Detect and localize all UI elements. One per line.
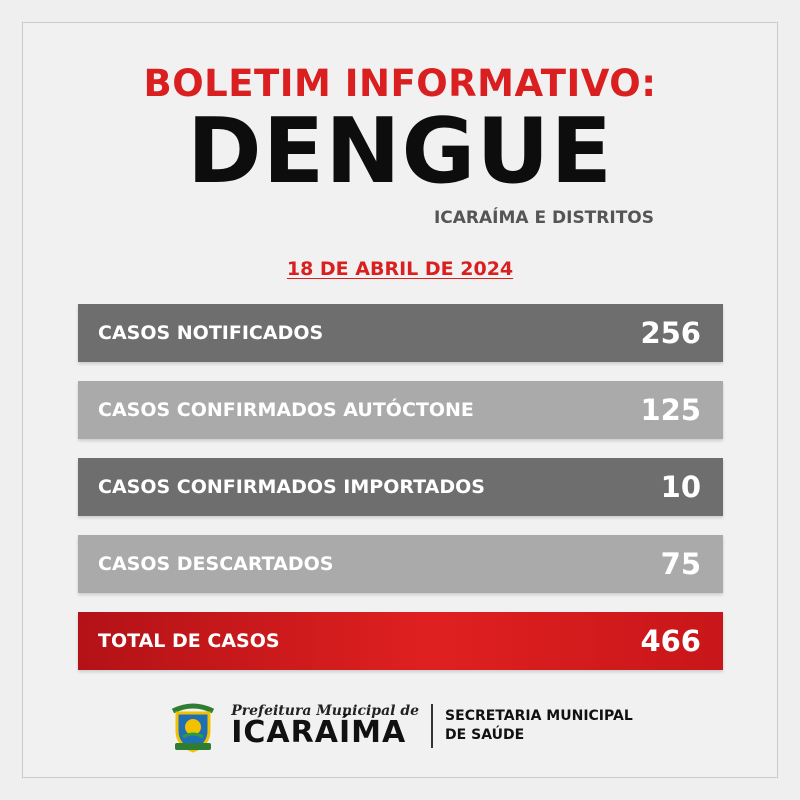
prefeitura-line: Prefeitura Municipal de — [231, 703, 420, 719]
row-casos-descartados: CASOS DESCARTADOS 75 — [78, 535, 723, 593]
row-label: TOTAL DE CASOS — [98, 630, 280, 652]
cases-list: CASOS NOTIFICADOS 256 CASOS CONFIRMADOS … — [78, 304, 723, 689]
row-casos-autoctone: CASOS CONFIRMADOS AUTÓCTONE 125 — [78, 381, 723, 439]
bulletin-title: DENGUE — [187, 99, 613, 204]
row-casos-importados: CASOS CONFIRMADOS IMPORTADOS 10 — [78, 458, 723, 516]
footer-divider — [431, 704, 434, 748]
row-value: 75 — [660, 547, 701, 581]
row-label: CASOS NOTIFICADOS — [98, 322, 324, 344]
row-total-casos: TOTAL DE CASOS 466 — [78, 612, 723, 670]
row-label: CASOS CONFIRMADOS IMPORTADOS — [98, 476, 485, 498]
secretaria-logo: SECRETARIA MUNICIPAL DE SAÚDE — [445, 707, 633, 745]
row-casos-notificados: CASOS NOTIFICADOS 256 — [78, 304, 723, 362]
footer-logos: Prefeitura Municipal de ICARAÍMA SECRETA… — [0, 697, 800, 755]
bulletin-pretitle: BOLETIM INFORMATIVO: — [143, 62, 657, 105]
bulletin-subtitle: ICARAÍMA E DISTRITOS — [433, 208, 654, 228]
row-label: CASOS CONFIRMADOS AUTÓCTONE — [98, 399, 474, 421]
row-value: 10 — [660, 470, 701, 504]
secretaria-line-2: DE SAÚDE — [445, 727, 525, 743]
row-label: CASOS DESCARTADOS — [98, 553, 334, 575]
secretaria-line-1: SECRETARIA MUNICIPAL — [445, 708, 633, 724]
row-value: 125 — [640, 393, 701, 427]
city-name: ICARAÍMA — [231, 715, 407, 750]
prefeitura-logo: Prefeitura Municipal de ICARAÍMA — [231, 704, 419, 748]
municipal-seal-icon — [172, 703, 215, 753]
bulletin-date: 18 DE ABRIL DE 2024 — [286, 258, 514, 280]
row-value: 256 — [640, 316, 701, 350]
row-value: 466 — [640, 624, 701, 658]
